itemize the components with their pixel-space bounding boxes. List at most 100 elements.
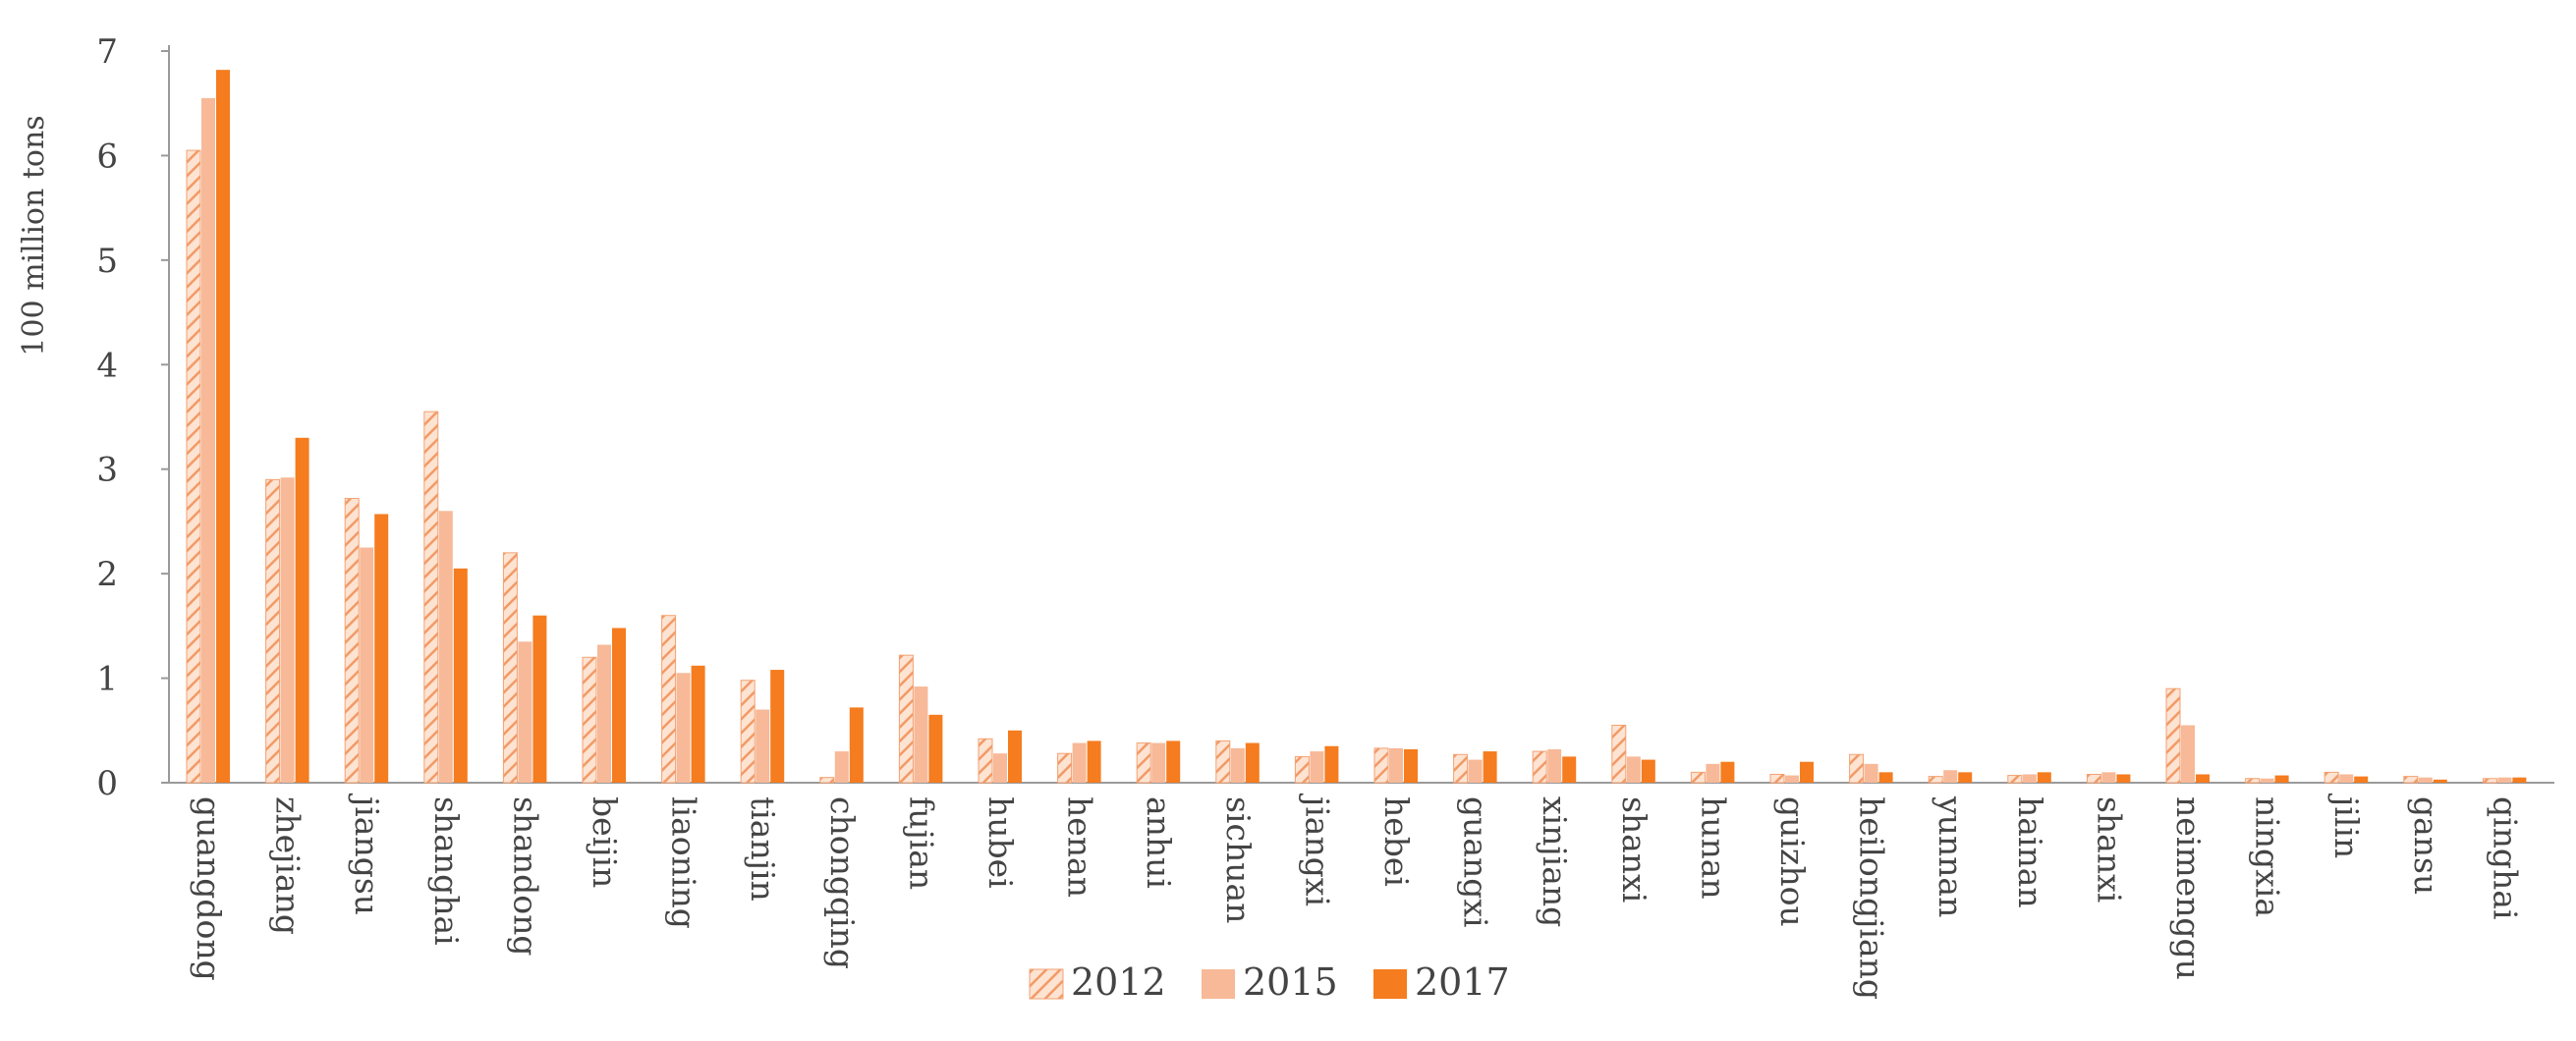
y-tick-label: 6: [96, 137, 118, 176]
x-tick-label-zhejiang: zhejiang: [269, 796, 308, 935]
bar-2012-zhejiang: [265, 478, 281, 784]
y-axis-title: 100 million tons: [17, 115, 51, 356]
bar-2015-heilongjiang: [1864, 763, 1878, 783]
x-tick-label-hebei: hebei: [1377, 796, 1416, 887]
bar-2012-henan: [1057, 752, 1073, 784]
x-tick-label-chongqing: chongqing: [823, 796, 862, 969]
bar-2015-qinghai: [2497, 777, 2512, 783]
y-tick-label: 2: [96, 555, 118, 594]
bar-2017-liaoning: [691, 665, 705, 783]
x-tick-label-liaoning: liaoning: [665, 796, 703, 929]
bar-2015-shanghai: [438, 511, 453, 783]
x-tick-label-shandong: shandong: [506, 796, 544, 957]
legend-label-2017: 2017: [1415, 960, 1510, 1004]
x-tick-label-qinghai: qinghai: [2486, 796, 2524, 920]
bar-2012-shanxi: [2086, 773, 2101, 784]
x-tick-label-guangdong: guangdong: [190, 796, 228, 981]
bar-2017-neimenggu: [2196, 774, 2210, 783]
bar-2012-ningxia: [2245, 778, 2261, 784]
bar-2015-ningxia: [2260, 778, 2274, 783]
x-tick-label-xinjiang: xinjiang: [1536, 796, 1574, 927]
bar-2012-anhui: [1136, 742, 1151, 784]
x-tick-label-jiangsu: jiangsu: [348, 793, 386, 915]
bar-2017-guangxi: [1483, 751, 1497, 783]
bar-2015-hainan: [2022, 774, 2037, 783]
bar-2015-henan: [1072, 742, 1087, 783]
bar-2017-heilongjiang: [1878, 772, 1893, 783]
legend-swatch-2012: [1029, 968, 1064, 1000]
x-tick-label-guangxi: guangxi: [1457, 796, 1495, 928]
x-tick-label-jiangxi: jiangxi: [1298, 793, 1336, 906]
bar-2017-shanxi: [2116, 774, 2131, 783]
bar-2017-anhui: [1166, 740, 1181, 783]
bar-2012-shanghai: [423, 411, 439, 784]
bar-2012-sichuan: [1215, 740, 1231, 784]
bar-2012-yunnan: [1928, 776, 1943, 784]
bar-2015-sichuan: [1230, 747, 1245, 783]
x-tick-label-henan: henan: [1061, 796, 1099, 898]
bar-2015-fujian: [914, 686, 928, 783]
bar-2015-hunan: [1706, 763, 1720, 783]
bar-2017-hainan: [2037, 772, 2051, 783]
x-tick-label-anhui: anhui: [1140, 796, 1178, 889]
bar-2015-beijin: [597, 644, 611, 783]
x-tick-label-fujian: fujian: [902, 796, 940, 890]
bar-2017-chongqing: [849, 707, 864, 783]
x-tick-label-hubei: hubei: [981, 796, 1020, 889]
bar-2017-jilin: [2354, 776, 2369, 783]
bar-2012-beijin: [582, 656, 597, 784]
bar-2017-yunnan: [1958, 772, 1973, 783]
bar-2015-anhui: [1151, 742, 1166, 783]
bar-2015-yunnan: [1943, 770, 1958, 783]
bar-2017-hebei: [1404, 748, 1418, 783]
bar-2015-jilin: [2339, 774, 2354, 783]
bar-2015-shandong: [518, 641, 532, 783]
x-tick-label-jilin: jilin: [2327, 793, 2366, 858]
x-tick-label-tianjin: tianjin: [744, 796, 782, 902]
legend-label-2015: 2015: [1243, 960, 1338, 1004]
bar-2015-zhejiang: [280, 477, 295, 783]
bar-2015-liaoning: [676, 673, 691, 783]
bar-2012-chongqing: [819, 777, 835, 784]
bar-2012-hunan: [1690, 771, 1706, 784]
legend-label-2012: 2012: [1071, 960, 1166, 1004]
bar-2012-shanxi: [1611, 724, 1627, 784]
y-tick-label: 4: [96, 346, 118, 385]
bar-2017-sichuan: [1245, 742, 1260, 783]
bar-2015-shanxi: [2101, 772, 2116, 783]
bar-2015-tianjin: [756, 709, 770, 783]
bar-2017-jiangsu: [374, 514, 389, 783]
bar-2015-hubei: [993, 753, 1007, 783]
y-tick-label: 3: [96, 451, 118, 490]
x-tick-label-hainan: hainan: [2011, 796, 2049, 908]
bar-2012-neimenggu: [2165, 687, 2181, 784]
y-tick-label: 0: [96, 764, 118, 803]
x-tick-label-beijin: beijin: [586, 796, 624, 888]
bar-2017-henan: [1087, 740, 1101, 783]
bar-2015-jiangsu: [360, 547, 374, 783]
x-tick-label-heilongjiang: heilongjiang: [1853, 796, 1891, 1000]
bar-2017-jiangxi: [1324, 745, 1339, 783]
bar-2017-qinghai: [2512, 777, 2527, 783]
x-tick-label-shanxi: shanxi: [1615, 796, 1653, 903]
bar-2012-gansu: [2403, 776, 2419, 784]
bar-2015-xinjiang: [1547, 748, 1562, 783]
bar-2015-guangdong: [201, 97, 215, 783]
bar-2017-tianjin: [770, 670, 785, 783]
legend-swatch-2017: [1373, 969, 1407, 999]
bar-2017-gansu: [2433, 779, 2447, 783]
bar-2012-jiangsu: [344, 498, 360, 784]
bar-2012-shandong: [502, 552, 518, 784]
bar-2012-hebei: [1373, 747, 1389, 784]
bar-2012-hainan: [2007, 775, 2023, 784]
bar-2017-shanxi: [1641, 759, 1655, 783]
y-tick-label: 5: [96, 242, 118, 281]
bar-2017-guangdong: [216, 70, 230, 783]
bar-2012-fujian: [898, 654, 914, 784]
bar-2017-fujian: [928, 714, 943, 783]
bar-2015-neimenggu: [2181, 725, 2195, 783]
bar-2012-hubei: [978, 738, 993, 784]
bar-2012-guangdong: [186, 149, 201, 784]
